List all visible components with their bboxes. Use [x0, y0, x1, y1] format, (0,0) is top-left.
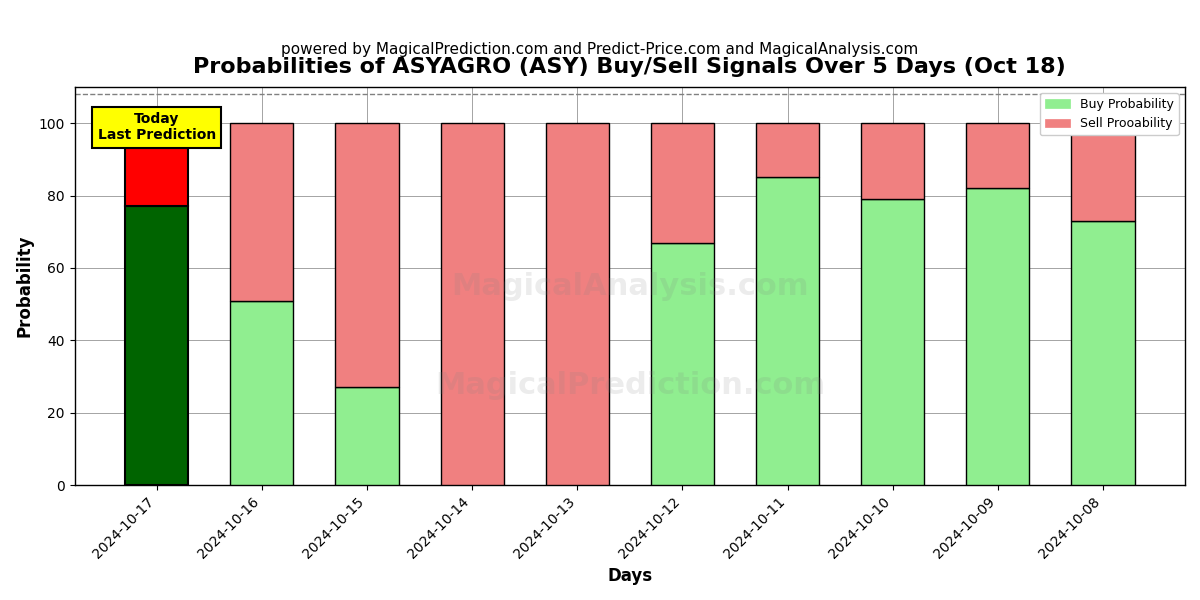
Bar [125, 123, 188, 206]
Bar [125, 206, 188, 485]
Text: MagicalAnalysis.com: MagicalAnalysis.com [451, 272, 809, 301]
Bar [230, 301, 293, 485]
Bar [546, 123, 608, 485]
Bar [966, 188, 1030, 485]
X-axis label: Days: Days [607, 567, 653, 585]
Bar [1072, 123, 1134, 221]
Bar [336, 123, 398, 388]
Text: Today
Last Prediction: Today Last Prediction [97, 112, 216, 142]
Bar [1072, 221, 1134, 485]
Bar [756, 178, 820, 485]
Title: Probabilities of ASYAGRO (ASY) Buy/Sell Signals Over 5 Days (Oct 18): Probabilities of ASYAGRO (ASY) Buy/Sell … [193, 57, 1067, 77]
Text: powered by MagicalPrediction.com and Predict-Price.com and MagicalAnalysis.com: powered by MagicalPrediction.com and Pre… [281, 42, 919, 57]
Legend: Buy Probability, Sell Prooability: Buy Probability, Sell Prooability [1040, 93, 1178, 136]
Bar [862, 199, 924, 485]
Y-axis label: Probability: Probability [16, 235, 34, 337]
Bar [336, 388, 398, 485]
Bar [966, 123, 1030, 188]
Bar [862, 123, 924, 199]
Bar [440, 123, 504, 485]
Bar [230, 123, 293, 301]
Bar [650, 123, 714, 242]
Text: MagicalPrediction.com: MagicalPrediction.com [434, 371, 824, 400]
Bar [756, 123, 820, 178]
Bar [650, 242, 714, 485]
